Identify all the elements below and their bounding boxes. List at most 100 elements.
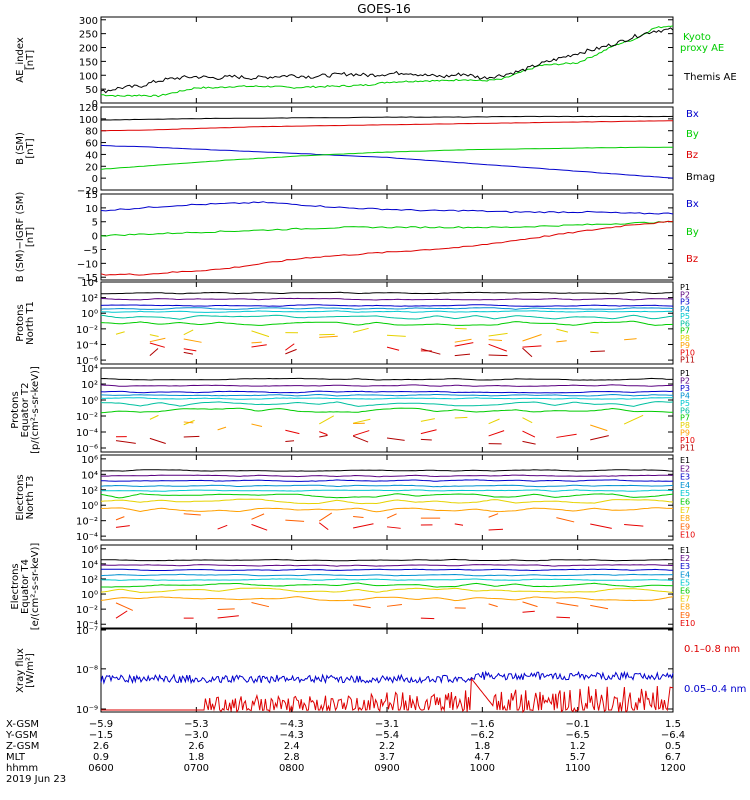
legend-bz: Bz bbox=[686, 150, 698, 161]
y-tick-label: 50 bbox=[85, 85, 98, 96]
channel-e8 bbox=[100, 596, 674, 602]
legend-themis-ae: Themis AE bbox=[683, 72, 737, 83]
channel-label-p8: P8 bbox=[680, 421, 690, 430]
segment bbox=[454, 523, 464, 526]
segment bbox=[183, 351, 194, 355]
channel-label-e5: E5 bbox=[680, 578, 690, 587]
x-cell-xgsm: −5.9 bbox=[89, 719, 113, 730]
channel-p7 bbox=[100, 320, 674, 326]
channel-p11-segments bbox=[115, 434, 609, 445]
y-axis-label-line: B (SM) bbox=[15, 132, 26, 165]
segment bbox=[624, 338, 637, 341]
panel-ae: AE_index [nT] 300 250 200 150 100 50 0 Kyotoproxy… bbox=[15, 16, 737, 110]
segment bbox=[522, 430, 536, 438]
segment bbox=[319, 415, 334, 425]
segment bbox=[420, 348, 441, 355]
y-tick-label: 10⁻² bbox=[76, 412, 98, 423]
channel-e5 bbox=[100, 578, 674, 581]
segment bbox=[319, 431, 328, 436]
segment bbox=[623, 414, 644, 425]
segment bbox=[115, 516, 125, 521]
channel-e6 bbox=[100, 493, 674, 499]
panel-ee: Electrons Equator T4 [e/(cm²-s-sr-keV)] 10⁶… bbox=[10, 543, 695, 632]
channel-label-p11: P11 bbox=[680, 444, 695, 453]
x-cell-mlt: 2.8 bbox=[284, 752, 300, 763]
segment bbox=[590, 523, 612, 529]
segment bbox=[454, 327, 467, 330]
y-tick-label: 10⁻⁸ bbox=[76, 665, 98, 676]
channel-label-e4: E4 bbox=[680, 570, 690, 579]
channel-e10-segments bbox=[115, 522, 644, 531]
channel-p8-segments bbox=[115, 327, 599, 338]
channel-p10-segments bbox=[115, 429, 577, 438]
y-tick-label: 10⁴ bbox=[81, 470, 98, 481]
y-axis-label-line: Xray flux bbox=[15, 648, 26, 693]
segment bbox=[454, 342, 474, 347]
channel-label-p4: P4 bbox=[680, 305, 690, 314]
y-tick-label: 10⁶ bbox=[81, 545, 98, 556]
channel-p6 bbox=[100, 401, 674, 407]
x-cell-hhmm: 1100 bbox=[565, 763, 590, 774]
y-tick-label: 10⁴ bbox=[81, 560, 98, 571]
segment bbox=[454, 416, 468, 419]
channel-label-p3: P3 bbox=[680, 384, 690, 393]
channel-label-p11: P11 bbox=[680, 356, 695, 365]
segment bbox=[522, 345, 542, 348]
channel-p10-segments bbox=[149, 342, 542, 352]
segment bbox=[420, 617, 435, 620]
date-label: 2019 Jun 23 bbox=[6, 774, 66, 785]
segment bbox=[251, 602, 270, 608]
segment bbox=[183, 348, 197, 352]
channel-e7 bbox=[100, 498, 674, 505]
channel-label-p1: P1 bbox=[680, 283, 690, 292]
segment bbox=[522, 347, 533, 358]
y-tick-label: 10² bbox=[81, 380, 98, 391]
segment bbox=[488, 603, 498, 608]
segment bbox=[522, 334, 542, 342]
x-cell-mlt: 3.7 bbox=[379, 752, 395, 763]
channel-p3 bbox=[100, 304, 674, 307]
channel-label-e9: E9 bbox=[680, 611, 690, 620]
segment bbox=[115, 602, 134, 611]
segment bbox=[386, 513, 397, 519]
channel-label-e10: E10 bbox=[680, 619, 695, 628]
channel-e6 bbox=[101, 582, 674, 588]
segment bbox=[488, 418, 500, 425]
segment bbox=[488, 528, 504, 531]
segment bbox=[217, 426, 227, 431]
panel-en: Electrons North T310⁶10⁴10²10⁰10⁻²10⁻⁴E1E… bbox=[15, 454, 695, 543]
y-axis-label-line: [p/(cm²-s-sr-keV)] bbox=[30, 366, 41, 454]
x-row-label: hhmm bbox=[6, 763, 38, 774]
x-cell-zgsm: 2.6 bbox=[188, 741, 204, 752]
y-tick-label: 0 bbox=[92, 99, 98, 110]
y-tick-label: 150 bbox=[79, 57, 98, 68]
panel-frame bbox=[100, 544, 674, 629]
channel-label-p6: P6 bbox=[680, 406, 690, 415]
y-tick-label: 10⁻⁹ bbox=[76, 705, 98, 716]
segment bbox=[488, 343, 507, 352]
segment bbox=[556, 340, 567, 343]
segment bbox=[149, 337, 166, 343]
y-tick-label: 10⁴ bbox=[81, 364, 98, 375]
channel-e5 bbox=[101, 489, 674, 492]
segment bbox=[590, 435, 609, 441]
y-tick-label: 10⁻⁶ bbox=[76, 356, 98, 367]
y-tick-label: 10² bbox=[81, 486, 98, 497]
y-axis-label-line: North T1 bbox=[25, 301, 36, 345]
segment bbox=[352, 327, 369, 333]
segment bbox=[251, 341, 262, 344]
y-axis-label-line: Equator T4 bbox=[20, 559, 31, 614]
x-cell-ygsm: −4.3 bbox=[280, 730, 304, 741]
series-bz bbox=[101, 120, 674, 132]
series-xray-0.05-0.4nm bbox=[100, 670, 674, 685]
segment bbox=[115, 440, 136, 444]
channel-p7 bbox=[100, 407, 673, 414]
channel-label-e1: E1 bbox=[680, 456, 690, 465]
channel-label-p1: P1 bbox=[680, 369, 690, 378]
x-cell-ygsm: −1.5 bbox=[89, 730, 113, 741]
channel-e8 bbox=[100, 507, 673, 513]
channel-e4 bbox=[100, 573, 674, 577]
channel-label-e7: E7 bbox=[680, 595, 690, 604]
x-cell-hhmm: 0900 bbox=[374, 763, 399, 774]
